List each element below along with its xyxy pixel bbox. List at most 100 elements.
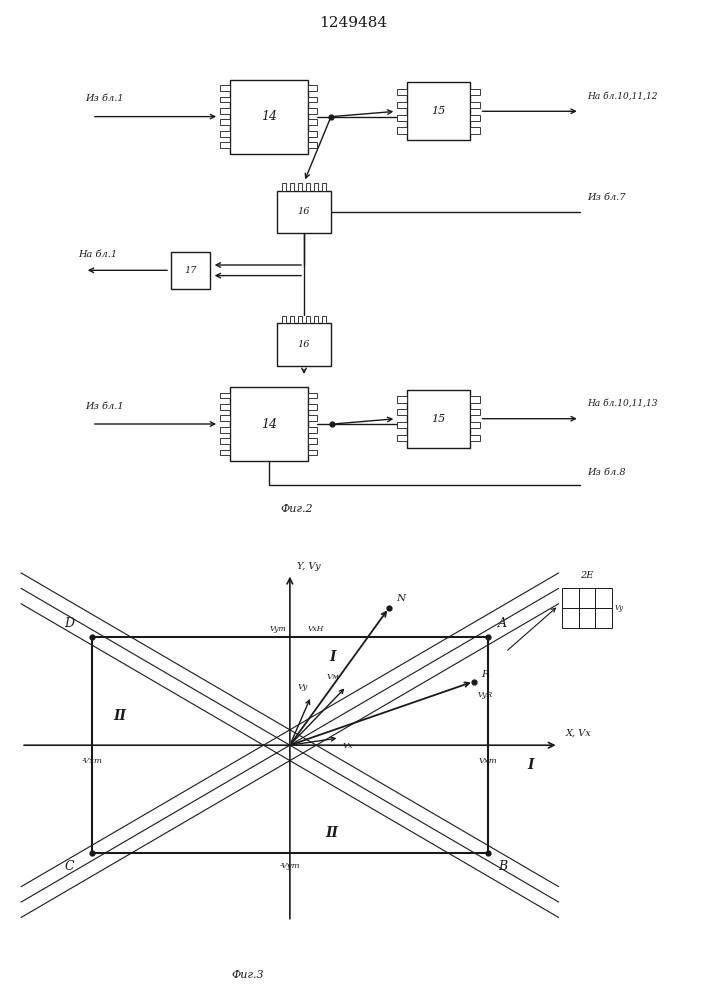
Bar <box>277 191 331 233</box>
Text: 15: 15 <box>431 414 445 424</box>
Bar <box>308 438 317 444</box>
Text: Из бл.1: Из бл.1 <box>85 402 124 411</box>
Text: На бл.10,11,13: На бл.10,11,13 <box>587 399 658 408</box>
Text: VxH: VxH <box>308 625 324 633</box>
Bar <box>221 142 230 148</box>
Bar <box>230 387 308 461</box>
Bar <box>221 131 230 137</box>
Text: Фиг.3: Фиг.3 <box>231 970 264 980</box>
Text: Vy: Vy <box>297 683 308 691</box>
Text: 17: 17 <box>185 266 197 275</box>
Text: C: C <box>64 860 74 873</box>
Bar <box>397 89 407 95</box>
Text: II: II <box>114 709 127 723</box>
Text: Из бл.8: Из бл.8 <box>587 468 626 477</box>
Bar <box>298 316 302 323</box>
Text: Vxm: Vxm <box>479 757 497 765</box>
Bar <box>322 183 327 191</box>
Bar <box>470 89 479 95</box>
Bar <box>578 588 595 608</box>
Text: R: R <box>481 670 489 679</box>
Bar <box>221 415 230 421</box>
Bar <box>397 422 407 428</box>
Text: I: I <box>527 758 534 772</box>
Bar <box>397 396 407 403</box>
Bar <box>308 404 317 410</box>
Bar <box>290 183 294 191</box>
Text: Из бл.7: Из бл.7 <box>587 193 626 202</box>
Bar <box>314 183 318 191</box>
Bar <box>397 102 407 108</box>
Text: Фиг.2: Фиг.2 <box>281 504 313 514</box>
Bar <box>308 142 317 148</box>
Bar <box>470 115 479 121</box>
Bar <box>562 608 578 628</box>
Bar <box>407 390 470 448</box>
Bar <box>470 127 479 134</box>
Bar <box>308 131 317 137</box>
Bar <box>308 450 317 455</box>
Text: 15: 15 <box>431 106 445 116</box>
Bar <box>281 316 286 323</box>
Bar <box>306 316 310 323</box>
Bar <box>221 438 230 444</box>
Bar <box>221 404 230 410</box>
Bar <box>578 608 595 628</box>
Text: 16: 16 <box>298 208 310 217</box>
Bar <box>470 102 479 108</box>
Text: 1249484: 1249484 <box>320 16 387 30</box>
Bar <box>221 108 230 114</box>
Text: -Vym: -Vym <box>279 862 300 870</box>
Text: Y, Vy: Y, Vy <box>297 562 320 571</box>
Bar <box>595 588 612 608</box>
Bar <box>407 82 470 140</box>
Bar <box>281 183 286 191</box>
Text: B: B <box>498 860 508 873</box>
Bar <box>397 115 407 121</box>
Text: Vу: Vу <box>615 604 624 612</box>
Bar <box>290 316 294 323</box>
Bar <box>308 427 317 433</box>
Bar <box>322 316 327 323</box>
Text: A: A <box>498 617 508 630</box>
Bar <box>308 415 317 421</box>
Bar <box>397 127 407 134</box>
Text: Vx: Vx <box>343 742 354 750</box>
Bar <box>221 393 230 398</box>
Bar <box>308 85 317 91</box>
Bar <box>595 608 612 628</box>
Bar <box>308 119 317 125</box>
Bar <box>562 588 578 608</box>
Text: -Vxm: -Vxm <box>81 757 103 765</box>
Text: 2E: 2E <box>580 571 593 580</box>
Bar <box>314 316 318 323</box>
Text: X, Vx: X, Vx <box>566 729 591 738</box>
Bar <box>397 435 407 441</box>
Bar <box>306 183 310 191</box>
Bar <box>277 323 331 366</box>
Bar <box>221 85 230 91</box>
Bar <box>230 80 308 154</box>
Bar <box>470 409 479 415</box>
Bar <box>470 435 479 441</box>
Text: Из бл.1: Из бл.1 <box>85 94 124 103</box>
Text: II: II <box>326 826 339 840</box>
Bar <box>308 393 317 398</box>
Bar <box>221 450 230 455</box>
Bar <box>470 396 479 403</box>
Bar <box>221 119 230 125</box>
Text: На бл.1: На бл.1 <box>78 250 117 259</box>
Text: VyR: VyR <box>477 691 493 699</box>
Bar <box>308 108 317 114</box>
Bar <box>308 97 317 102</box>
Text: 16: 16 <box>298 340 310 349</box>
Bar <box>172 252 211 289</box>
Bar <box>397 409 407 415</box>
Bar <box>221 97 230 102</box>
Text: Vym: Vym <box>269 625 286 633</box>
Text: N: N <box>396 594 405 603</box>
Bar <box>298 183 302 191</box>
Bar <box>470 422 479 428</box>
Text: Vм: Vм <box>327 673 339 681</box>
Text: На бл.10,11,12: На бл.10,11,12 <box>587 92 658 101</box>
